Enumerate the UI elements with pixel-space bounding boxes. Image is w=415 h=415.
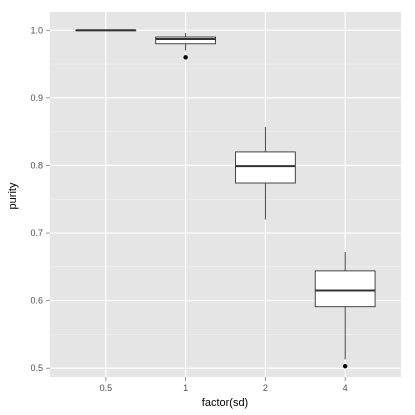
y-tick-label: 1.0 [30,25,43,35]
x-axis-title: factor(sd) [202,397,248,409]
y-tick-label: 0.6 [30,296,43,306]
plot-panel [50,12,401,377]
x-tick-label: 0.5 [100,383,113,393]
box-2 [235,126,296,220]
box-body [155,36,216,45]
y-axis-title: purity [7,182,19,209]
y-tick-label: 0.5 [30,363,43,373]
box-body [314,270,376,308]
box-0.5 [75,29,137,32]
box-4 [314,251,376,369]
box-body [235,151,296,184]
x-tick-label: 1 [183,383,188,393]
outlier-point [183,55,188,60]
y-axis-ticks: 0.5 0.6 0.7 0.8 0.9 1.0 [30,25,50,373]
minor-gridlines [50,63,401,335]
box-1 [155,32,216,60]
outlier-point [342,363,348,369]
y-tick-label: 0.9 [30,93,43,103]
x-tick-label: 2 [263,383,268,393]
y-tick-label: 0.8 [30,160,43,170]
y-tick-label: 0.7 [30,228,43,238]
x-tick-label: 4 [343,383,348,393]
box-series [75,29,376,369]
x-axis-ticks: 0.5 1 2 4 [100,377,348,393]
